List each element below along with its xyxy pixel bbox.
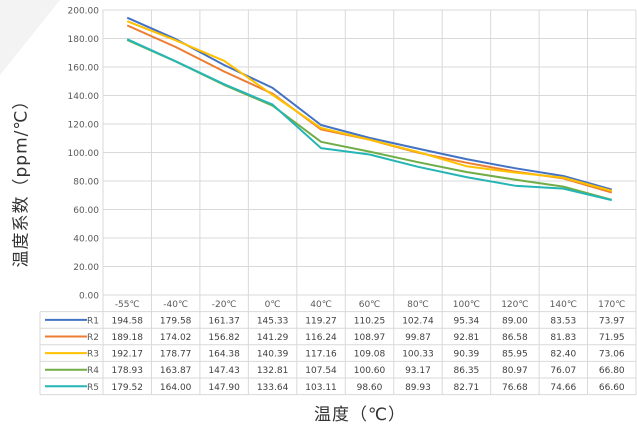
table-cell-value: 164.00 (160, 383, 192, 393)
x-tick-label: 40℃ (310, 300, 332, 310)
table-cell-value: 73.06 (599, 350, 625, 360)
table-cell-value: 93.17 (405, 366, 431, 376)
legend-label: R3 (87, 350, 99, 360)
table-cell-value: 147.90 (208, 383, 240, 393)
series-lines (126, 16, 613, 202)
table-cell-value: 86.35 (454, 366, 480, 376)
table-cell-value: 156.82 (208, 333, 240, 343)
table-cell-value: 174.02 (160, 333, 192, 343)
table-cell-value: 132.81 (257, 366, 289, 376)
y-axis-ticks: 0.00 20.00 40.00 60.00 80.00 100.00 120.00 140.… (68, 7, 100, 302)
table-cell-value: 92.81 (454, 333, 480, 343)
table-cell-value: 141.29 (257, 333, 289, 343)
table-cell-value: 98.60 (357, 383, 383, 393)
table-cell-value: 74.66 (550, 383, 576, 393)
table-cell-value: 194.58 (111, 316, 143, 326)
series-line-r5 (126, 38, 613, 202)
table-cell-value: 110.25 (354, 316, 386, 326)
table-cell-value: 178.93 (111, 366, 143, 376)
legend-label: R4 (87, 366, 99, 376)
table-cell-value: 82.40 (550, 350, 576, 360)
table-cell-value: 163.87 (160, 366, 192, 376)
table-cell-value: 83.53 (550, 316, 576, 326)
y-tick-label: 40.00 (73, 235, 99, 245)
table-cell-value: 90.39 (454, 350, 480, 360)
x-tick-label: 140℃ (550, 300, 577, 310)
table-cell-value: 100.33 (402, 350, 434, 360)
series-line-r1 (126, 16, 613, 191)
table-cell-value: 71.95 (599, 333, 625, 343)
table-cell-value: 76.07 (550, 366, 576, 376)
y-tick-label: 20.00 (73, 263, 99, 273)
x-tick-label: -40℃ (163, 300, 188, 310)
table-cell-value: 161.37 (208, 316, 240, 326)
table-cell-value: 140.39 (257, 350, 289, 360)
y-tick-label: 60.00 (73, 206, 99, 216)
y-tick-label: 200.00 (68, 7, 100, 17)
x-tick-label: -55℃ (115, 300, 140, 310)
x-tick-label: 80℃ (407, 300, 429, 310)
data-table: -55℃ -40℃ -20℃ 0℃ 40℃ 60℃ 80℃ 100℃ 120℃ 140℃ 170℃ R… (45, 300, 625, 393)
x-tick-label: 120℃ (501, 300, 528, 310)
table-cell-value: 80.97 (502, 366, 528, 376)
table-cell-value: 179.58 (160, 316, 192, 326)
table-cell-value: 117.16 (305, 350, 337, 360)
table-cell-value: 178.77 (160, 350, 192, 360)
table-cell-value: 81.83 (550, 333, 576, 343)
y-tick-label: 80.00 (73, 178, 99, 188)
table-cell-value: 100.60 (354, 366, 386, 376)
table-cell-value: 89.00 (502, 316, 528, 326)
legend-label: R1 (87, 316, 99, 326)
table-cell-value: 147.43 (208, 366, 240, 376)
legend-label: R2 (87, 333, 99, 343)
x-tick-label: 100℃ (453, 300, 480, 310)
table-cell-value: 89.93 (405, 383, 431, 393)
y-tick-label: 180.00 (68, 35, 100, 45)
table-cell-value: 102.74 (402, 316, 434, 326)
table-cell-value: 85.95 (502, 350, 528, 360)
y-tick-label: 100.00 (68, 149, 100, 159)
table-cell-value: 119.27 (305, 316, 337, 326)
y-tick-label: 160.00 (68, 64, 100, 74)
table-cell-value: 109.08 (354, 350, 386, 360)
x-tick-label: 0℃ (265, 300, 281, 310)
x-tick-label: 60℃ (359, 300, 381, 310)
table-cell-value: 164.38 (208, 350, 240, 360)
table-cell-value: 108.97 (354, 333, 386, 343)
table-cell-value: 189.18 (111, 333, 143, 343)
table-cell-value: 116.24 (305, 333, 337, 343)
table-cell-value: 103.11 (305, 383, 337, 393)
table-cell-value: 145.33 (257, 316, 289, 326)
table-cell-value: 73.97 (599, 316, 625, 326)
table-cell-value: 66.80 (599, 366, 625, 376)
table-cell-value: 192.17 (111, 350, 143, 360)
table-cell-value: 66.60 (599, 383, 625, 393)
series-line-r3 (126, 20, 613, 192)
table-cell-value: 95.34 (454, 316, 480, 326)
table-cell-value: 86.58 (502, 333, 528, 343)
table-cell-value: 99.87 (405, 333, 431, 343)
table-cell-value: 82.71 (454, 383, 480, 393)
table-cell-value: 133.64 (257, 383, 289, 393)
y-tick-label: 140.00 (68, 92, 100, 102)
grid-lines (39, 9, 637, 396)
table-cell-value: 76.68 (502, 383, 528, 393)
legend-label: R5 (87, 383, 99, 393)
y-tick-label: 0.00 (79, 292, 99, 302)
x-tick-label: -20℃ (212, 300, 237, 310)
table-cell-value: 107.54 (305, 366, 337, 376)
x-axis-title: 温度（℃） (313, 405, 407, 425)
y-tick-label: 120.00 (68, 121, 100, 131)
x-tick-label: 170℃ (598, 300, 625, 310)
table-cell-value: 179.52 (111, 383, 143, 393)
